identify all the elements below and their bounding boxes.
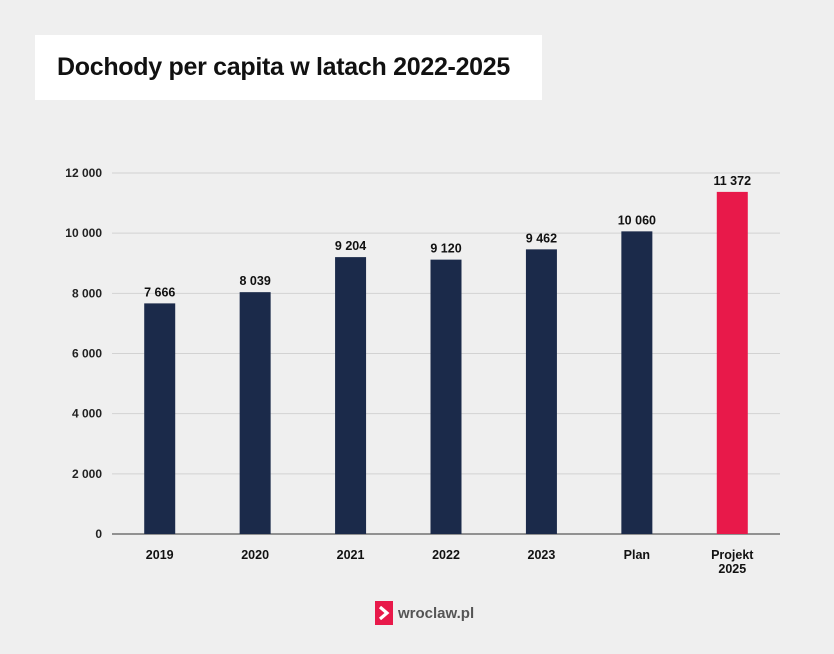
- wroclaw-logo: wroclaw.pl: [375, 601, 474, 625]
- bar: [621, 231, 653, 534]
- x-tick-label: 2019: [146, 548, 174, 562]
- y-tick-label: 10 000: [65, 226, 102, 240]
- y-tick-label: 6 000: [72, 347, 102, 361]
- bar: [239, 292, 271, 534]
- y-tick-label: 12 000: [65, 166, 102, 180]
- bar: [144, 303, 176, 534]
- bar: [430, 259, 462, 534]
- y-tick-label: 8 000: [72, 286, 102, 300]
- data-label: 9 120: [430, 242, 461, 256]
- y-tick-label: 0: [95, 527, 102, 541]
- x-tick-label: Plan: [624, 548, 650, 562]
- data-label: 10 060: [618, 213, 656, 227]
- data-label: 7 666: [144, 285, 175, 299]
- x-tick-label: 2023: [528, 548, 556, 562]
- x-tick-label: 2022: [432, 548, 460, 562]
- data-label: 9 462: [526, 231, 557, 245]
- data-label: 8 039: [240, 274, 271, 288]
- x-tick-label: 2025: [718, 562, 746, 576]
- chevron-right-icon: [375, 601, 393, 625]
- y-tick-label: 4 000: [72, 407, 102, 421]
- y-tick-label: 2 000: [72, 467, 102, 481]
- x-tick-label: Projekt: [711, 548, 754, 562]
- bar: [335, 257, 367, 534]
- logo-text: wroclaw.pl: [398, 604, 475, 622]
- chart-title: Dochody per capita w latach 2022-2025: [57, 53, 510, 81]
- data-label: 9 204: [335, 239, 366, 253]
- bar: [716, 191, 748, 534]
- x-tick-label: 2020: [241, 548, 269, 562]
- bar: [525, 249, 557, 534]
- x-tick-label: 2021: [337, 548, 365, 562]
- title-box: Dochody per capita w latach 2022-2025: [35, 35, 542, 100]
- data-label: 11 372: [714, 174, 752, 188]
